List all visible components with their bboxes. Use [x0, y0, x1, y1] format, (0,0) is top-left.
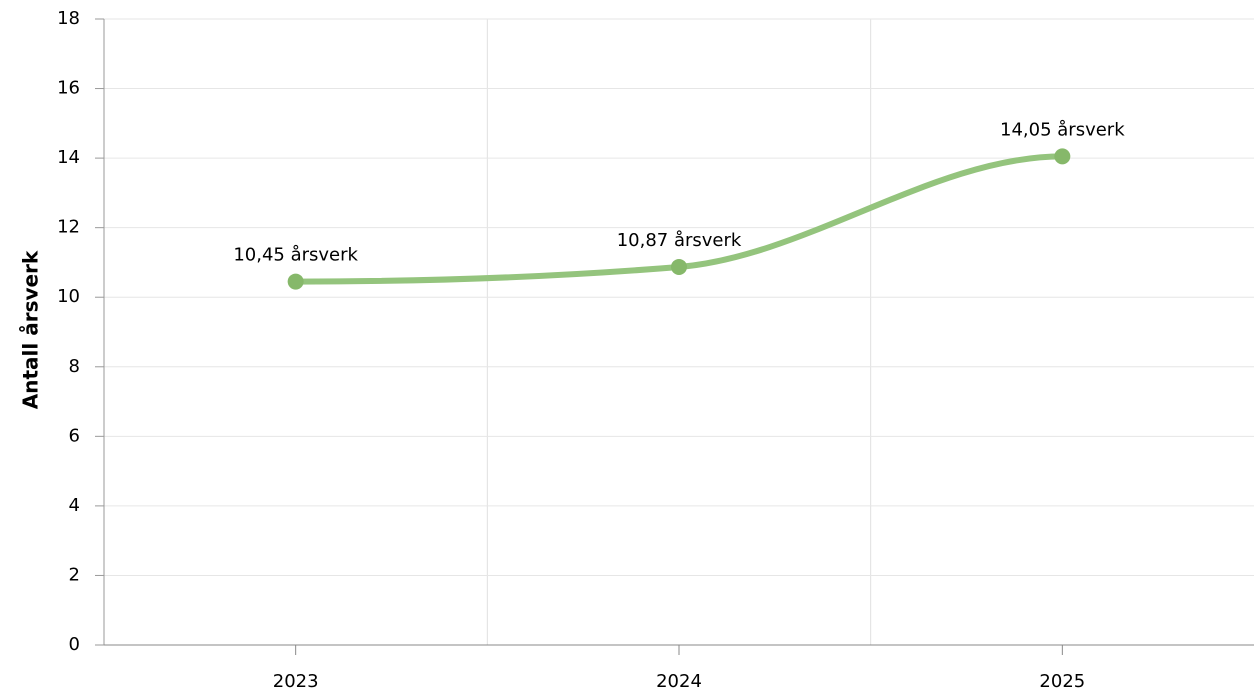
data-label: 10,87 årsverk	[617, 230, 742, 251]
x-tick-label: 2023	[273, 671, 319, 692]
y-tick-label: 18	[57, 8, 80, 29]
marker	[671, 258, 687, 275]
y-tick-label: 8	[69, 356, 80, 377]
data-label: 14,05 årsverk	[1000, 119, 1125, 140]
marker	[287, 273, 304, 290]
marker	[1054, 148, 1071, 165]
y-tick-label: 16	[57, 78, 80, 99]
y-tick-label: 2	[69, 564, 80, 585]
y-tick-label: 12	[57, 217, 80, 238]
y-tick-label: 10	[57, 286, 80, 307]
y-tick-label: 0	[69, 634, 80, 655]
y-tick-label: 6	[69, 425, 80, 446]
data-label: 10,45 årsverk	[233, 245, 358, 266]
x-tick-label: 2024	[656, 671, 702, 692]
y-tick-label: 4	[69, 495, 80, 516]
y-axis-title: Antall årsverk	[19, 250, 43, 409]
x-tick-label: 2025	[1039, 671, 1085, 692]
y-tick-label: 14	[57, 147, 80, 168]
